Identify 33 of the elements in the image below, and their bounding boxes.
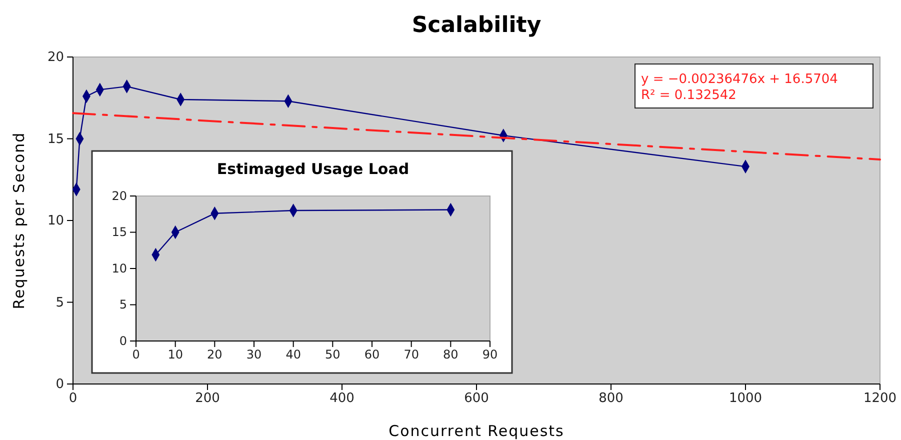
x-tick-label: 80 xyxy=(443,348,458,362)
y-tick-label: 5 xyxy=(119,298,127,312)
x-tick-label: 10 xyxy=(168,348,183,362)
x-tick-label: 20 xyxy=(207,348,222,362)
y-tick-label: 0 xyxy=(56,377,64,392)
y-tick-label: 5 xyxy=(56,295,64,310)
x-tick-label: 1200 xyxy=(863,391,897,406)
x-tick-label: 600 xyxy=(464,391,489,406)
x-tick-label: 90 xyxy=(482,348,498,362)
x-tick-label: 60 xyxy=(364,348,380,362)
x-tick-label: 30 xyxy=(246,348,262,362)
x-tick-label: 200 xyxy=(195,391,220,406)
x-axis-title: Concurrent Requests xyxy=(388,422,564,440)
annotation: R² = 0.132542 xyxy=(641,88,736,103)
y-tick-label: 0 xyxy=(119,334,127,348)
annotation: y = −0.00236476x + 16.5704 xyxy=(641,72,838,87)
chart-title: Estimaged Usage Load xyxy=(216,160,410,178)
x-tick-label: 400 xyxy=(330,391,354,406)
x-tick-label: 0 xyxy=(132,348,140,362)
x-tick-label: 800 xyxy=(598,391,624,406)
chart-title: Scalability xyxy=(412,13,542,38)
y-tick-label: 20 xyxy=(47,50,64,66)
x-tick-label: 50 xyxy=(325,348,340,362)
y-tick-label: 10 xyxy=(112,261,127,276)
y-axis-title: Requests per Second xyxy=(10,132,28,310)
x-tick-label: 40 xyxy=(286,348,301,362)
x-tick-label: 0 xyxy=(68,391,78,406)
x-tick-label: 1000 xyxy=(728,391,762,406)
y-tick-label: 20 xyxy=(112,188,127,203)
x-tick-label: 70 xyxy=(404,348,419,362)
y-tick-label: 15 xyxy=(47,132,64,147)
y-tick-label: 10 xyxy=(47,214,64,229)
y-tick-label: 15 xyxy=(112,225,127,240)
